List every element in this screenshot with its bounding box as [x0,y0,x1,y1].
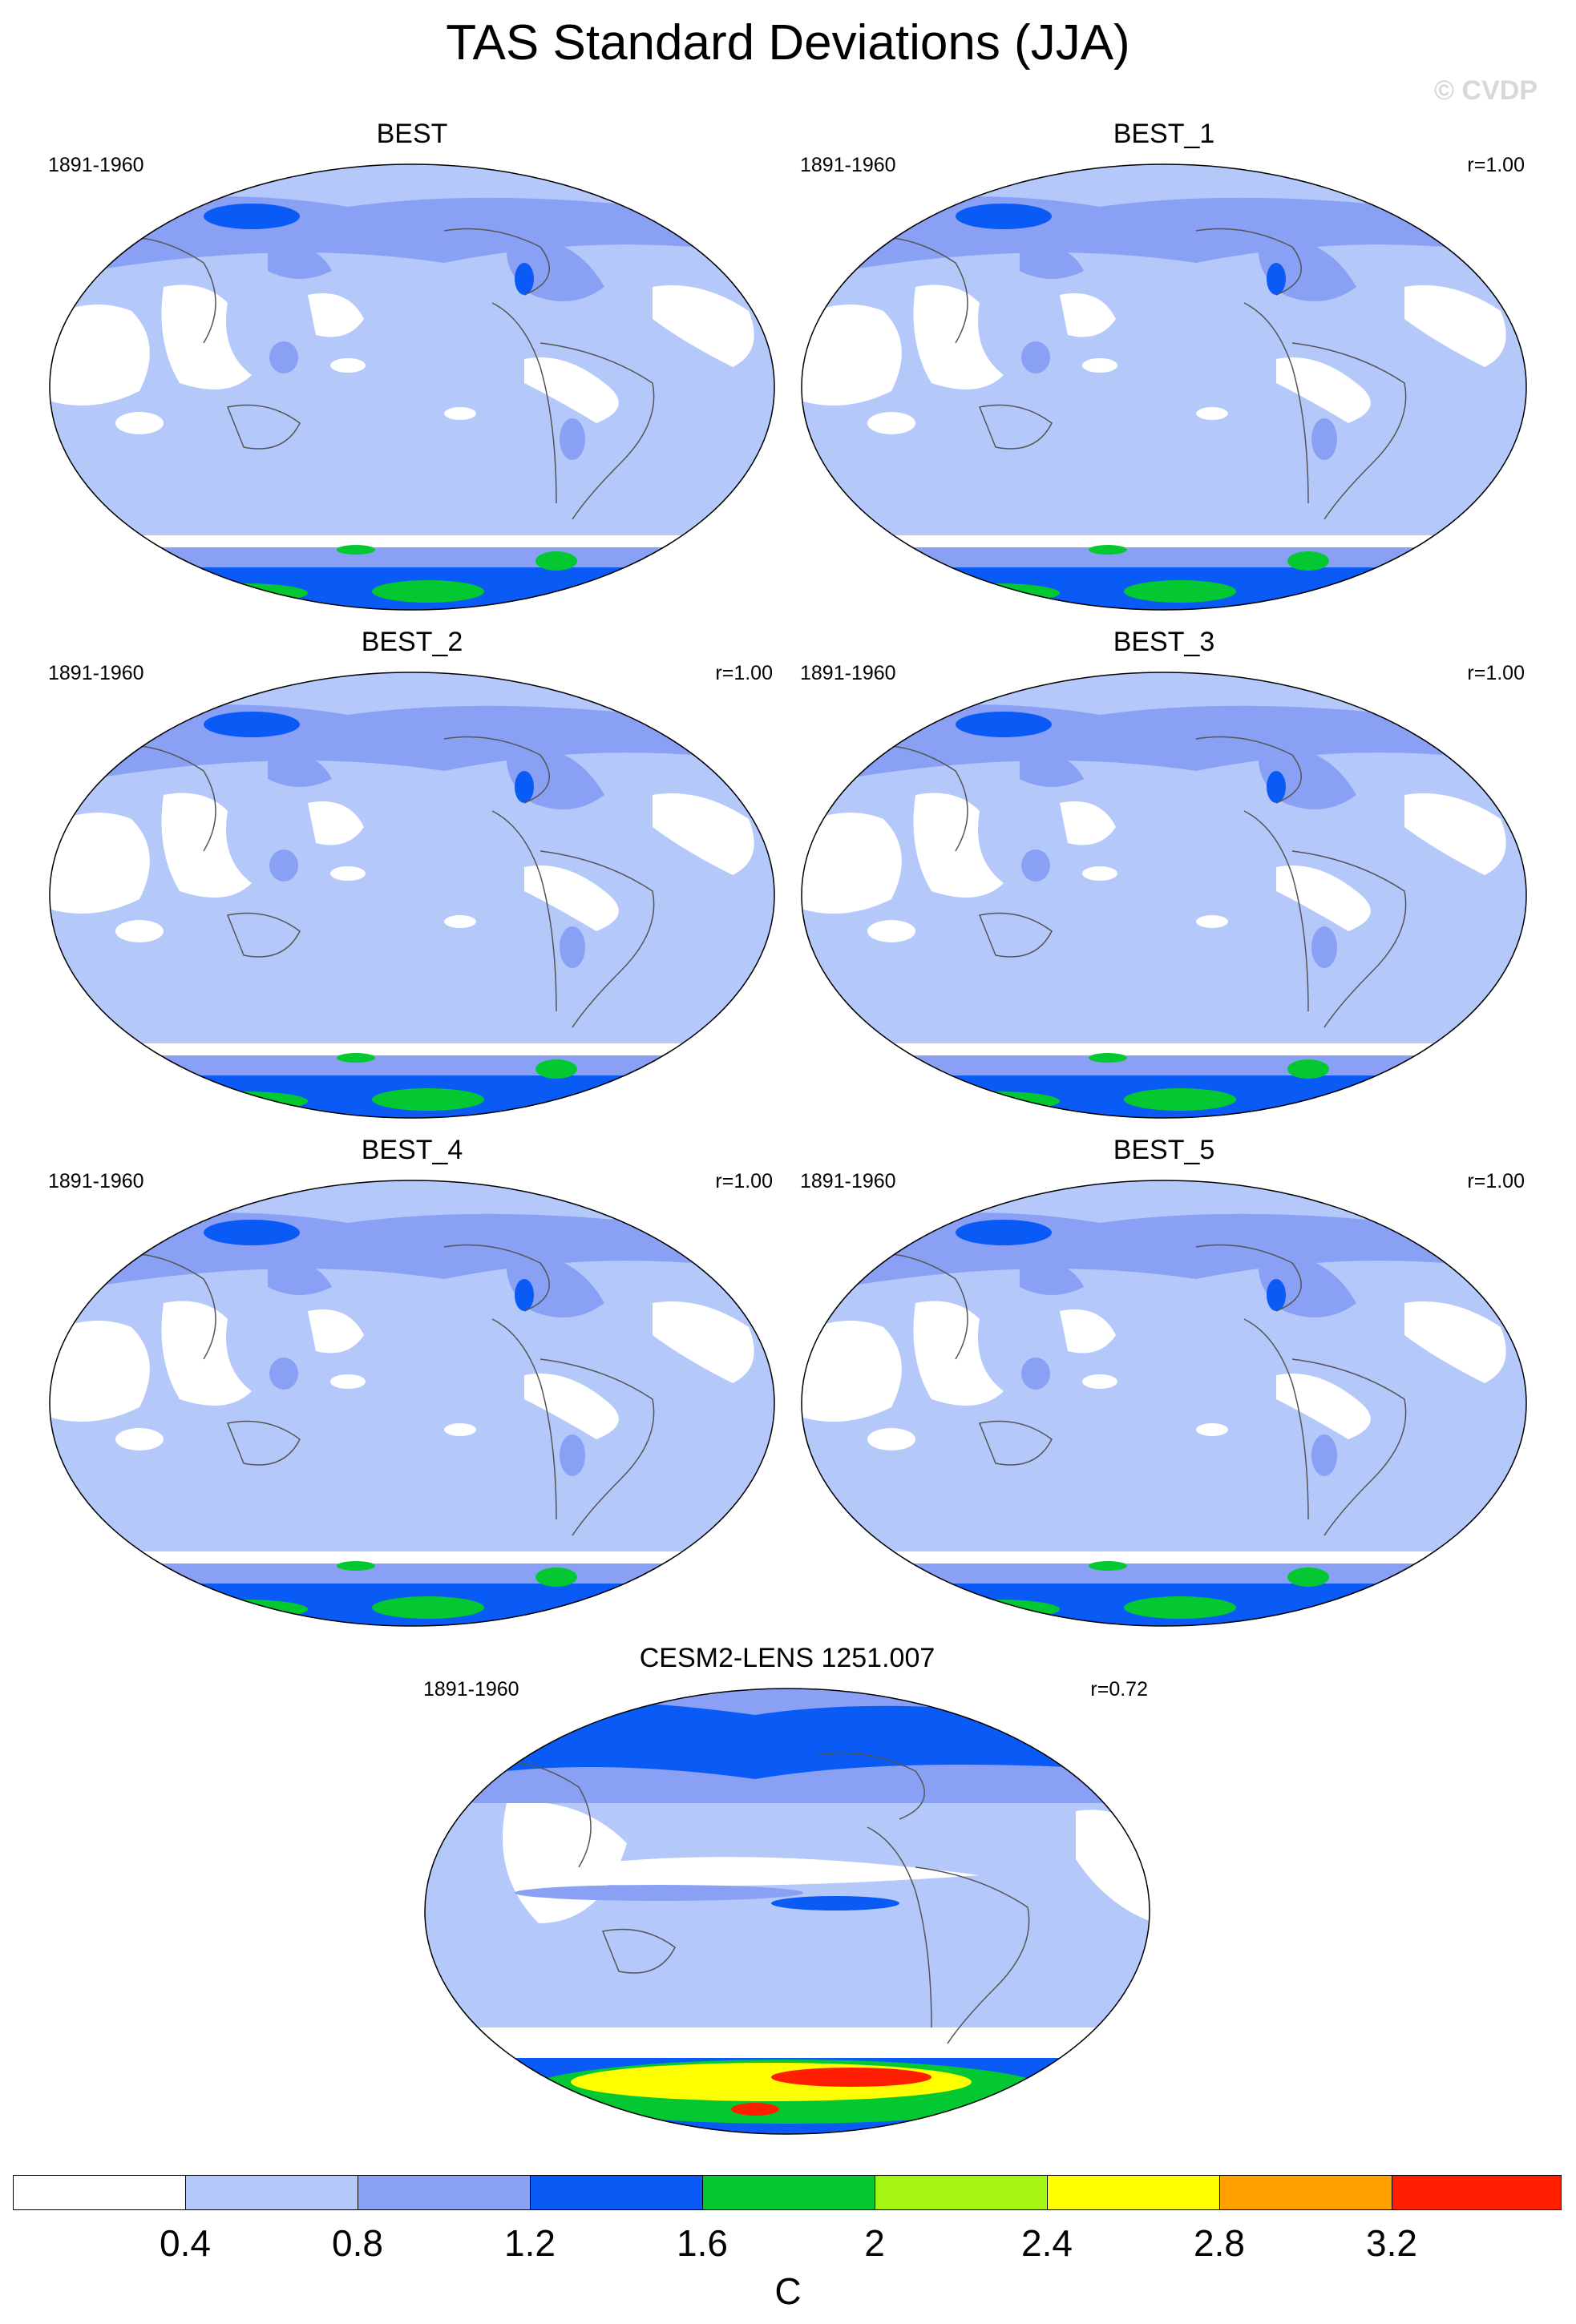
colorbar-label: 0.8 [332,2222,383,2264]
panel-period: 1891-1960 [48,154,144,176]
map-best-2 [49,672,775,1119]
colorbar-box [185,2175,358,2210]
panel-period: 1891-1960 [423,1678,519,1701]
panel-title: CESM2-LENS 1251.007 [639,1643,935,1673]
map-panel-best-1: BEST_1 1891-1960 r=1.00 [795,119,1533,615]
panel-title: BEST_1 [1113,119,1215,149]
colorbar-box [875,2175,1048,2210]
panel-period: 1891-1960 [800,662,896,684]
colorbar-box [1047,2175,1220,2210]
map-best-5 [801,1180,1527,1627]
map-panel-best-4: BEST_4 1891-1960 r=1.00 [43,1135,781,1632]
map-panel-cesm2-lens: CESM2-LENS 1251.007 1891-1960 r=0.72 [418,1643,1156,2140]
map-panel-best-2: BEST_2 1891-1960 r=1.00 [43,627,781,1124]
colorbar [13,2175,1562,2210]
panel-correlation: r=1.00 [715,1170,773,1192]
map-panel-best-5: BEST_5 1891-1960 r=1.00 [795,1135,1533,1632]
panel-correlation: r=1.00 [715,662,773,684]
colorbar-box [1392,2175,1562,2210]
colorbar-box [702,2175,875,2210]
colorbar-units: C [774,2270,802,2312]
map-best-4 [49,1180,775,1627]
map-best-3 [801,672,1527,1119]
panel-title: BEST_3 [1113,627,1215,657]
panel-title: BEST [376,119,448,149]
colorbar-label: 0.4 [160,2222,211,2264]
watermark: © CVDP [1434,75,1538,106]
panel-title: BEST_4 [361,1135,463,1165]
map-panel-best: BEST 1891-1960 [43,119,781,615]
panel-period: 1891-1960 [800,1170,896,1192]
colorbar-box [530,2175,703,2210]
panel-correlation: r=1.00 [1467,1170,1525,1192]
colorbar-box [1219,2175,1392,2210]
panel-correlation: r=1.00 [1467,154,1525,176]
panel-title: BEST_5 [1113,1135,1215,1165]
colorbar-label: 1.2 [504,2222,556,2264]
panel-correlation: r=0.72 [1090,1678,1148,1701]
colorbar-label: 2.8 [1194,2222,1245,2264]
panel-period: 1891-1960 [48,662,144,684]
panel-correlation: r=1.00 [1467,662,1525,684]
colorbar-label: 2 [864,2222,885,2264]
page-title: TAS Standard Deviations (JJA) [446,15,1130,71]
colorbar-label: 1.6 [677,2222,728,2264]
panel-title: BEST_2 [361,627,463,657]
map-cesm2-lens [424,1688,1150,2135]
map-best-1 [801,163,1527,611]
map-best [49,163,775,611]
panel-period: 1891-1960 [48,1170,144,1192]
colorbar-label: 3.2 [1366,2222,1417,2264]
colorbar-label: 2.4 [1021,2222,1073,2264]
colorbar-box [358,2175,531,2210]
map-panel-best-3: BEST_3 1891-1960 r=1.00 [795,627,1533,1124]
colorbar-box [13,2175,186,2210]
panel-period: 1891-1960 [800,154,896,176]
